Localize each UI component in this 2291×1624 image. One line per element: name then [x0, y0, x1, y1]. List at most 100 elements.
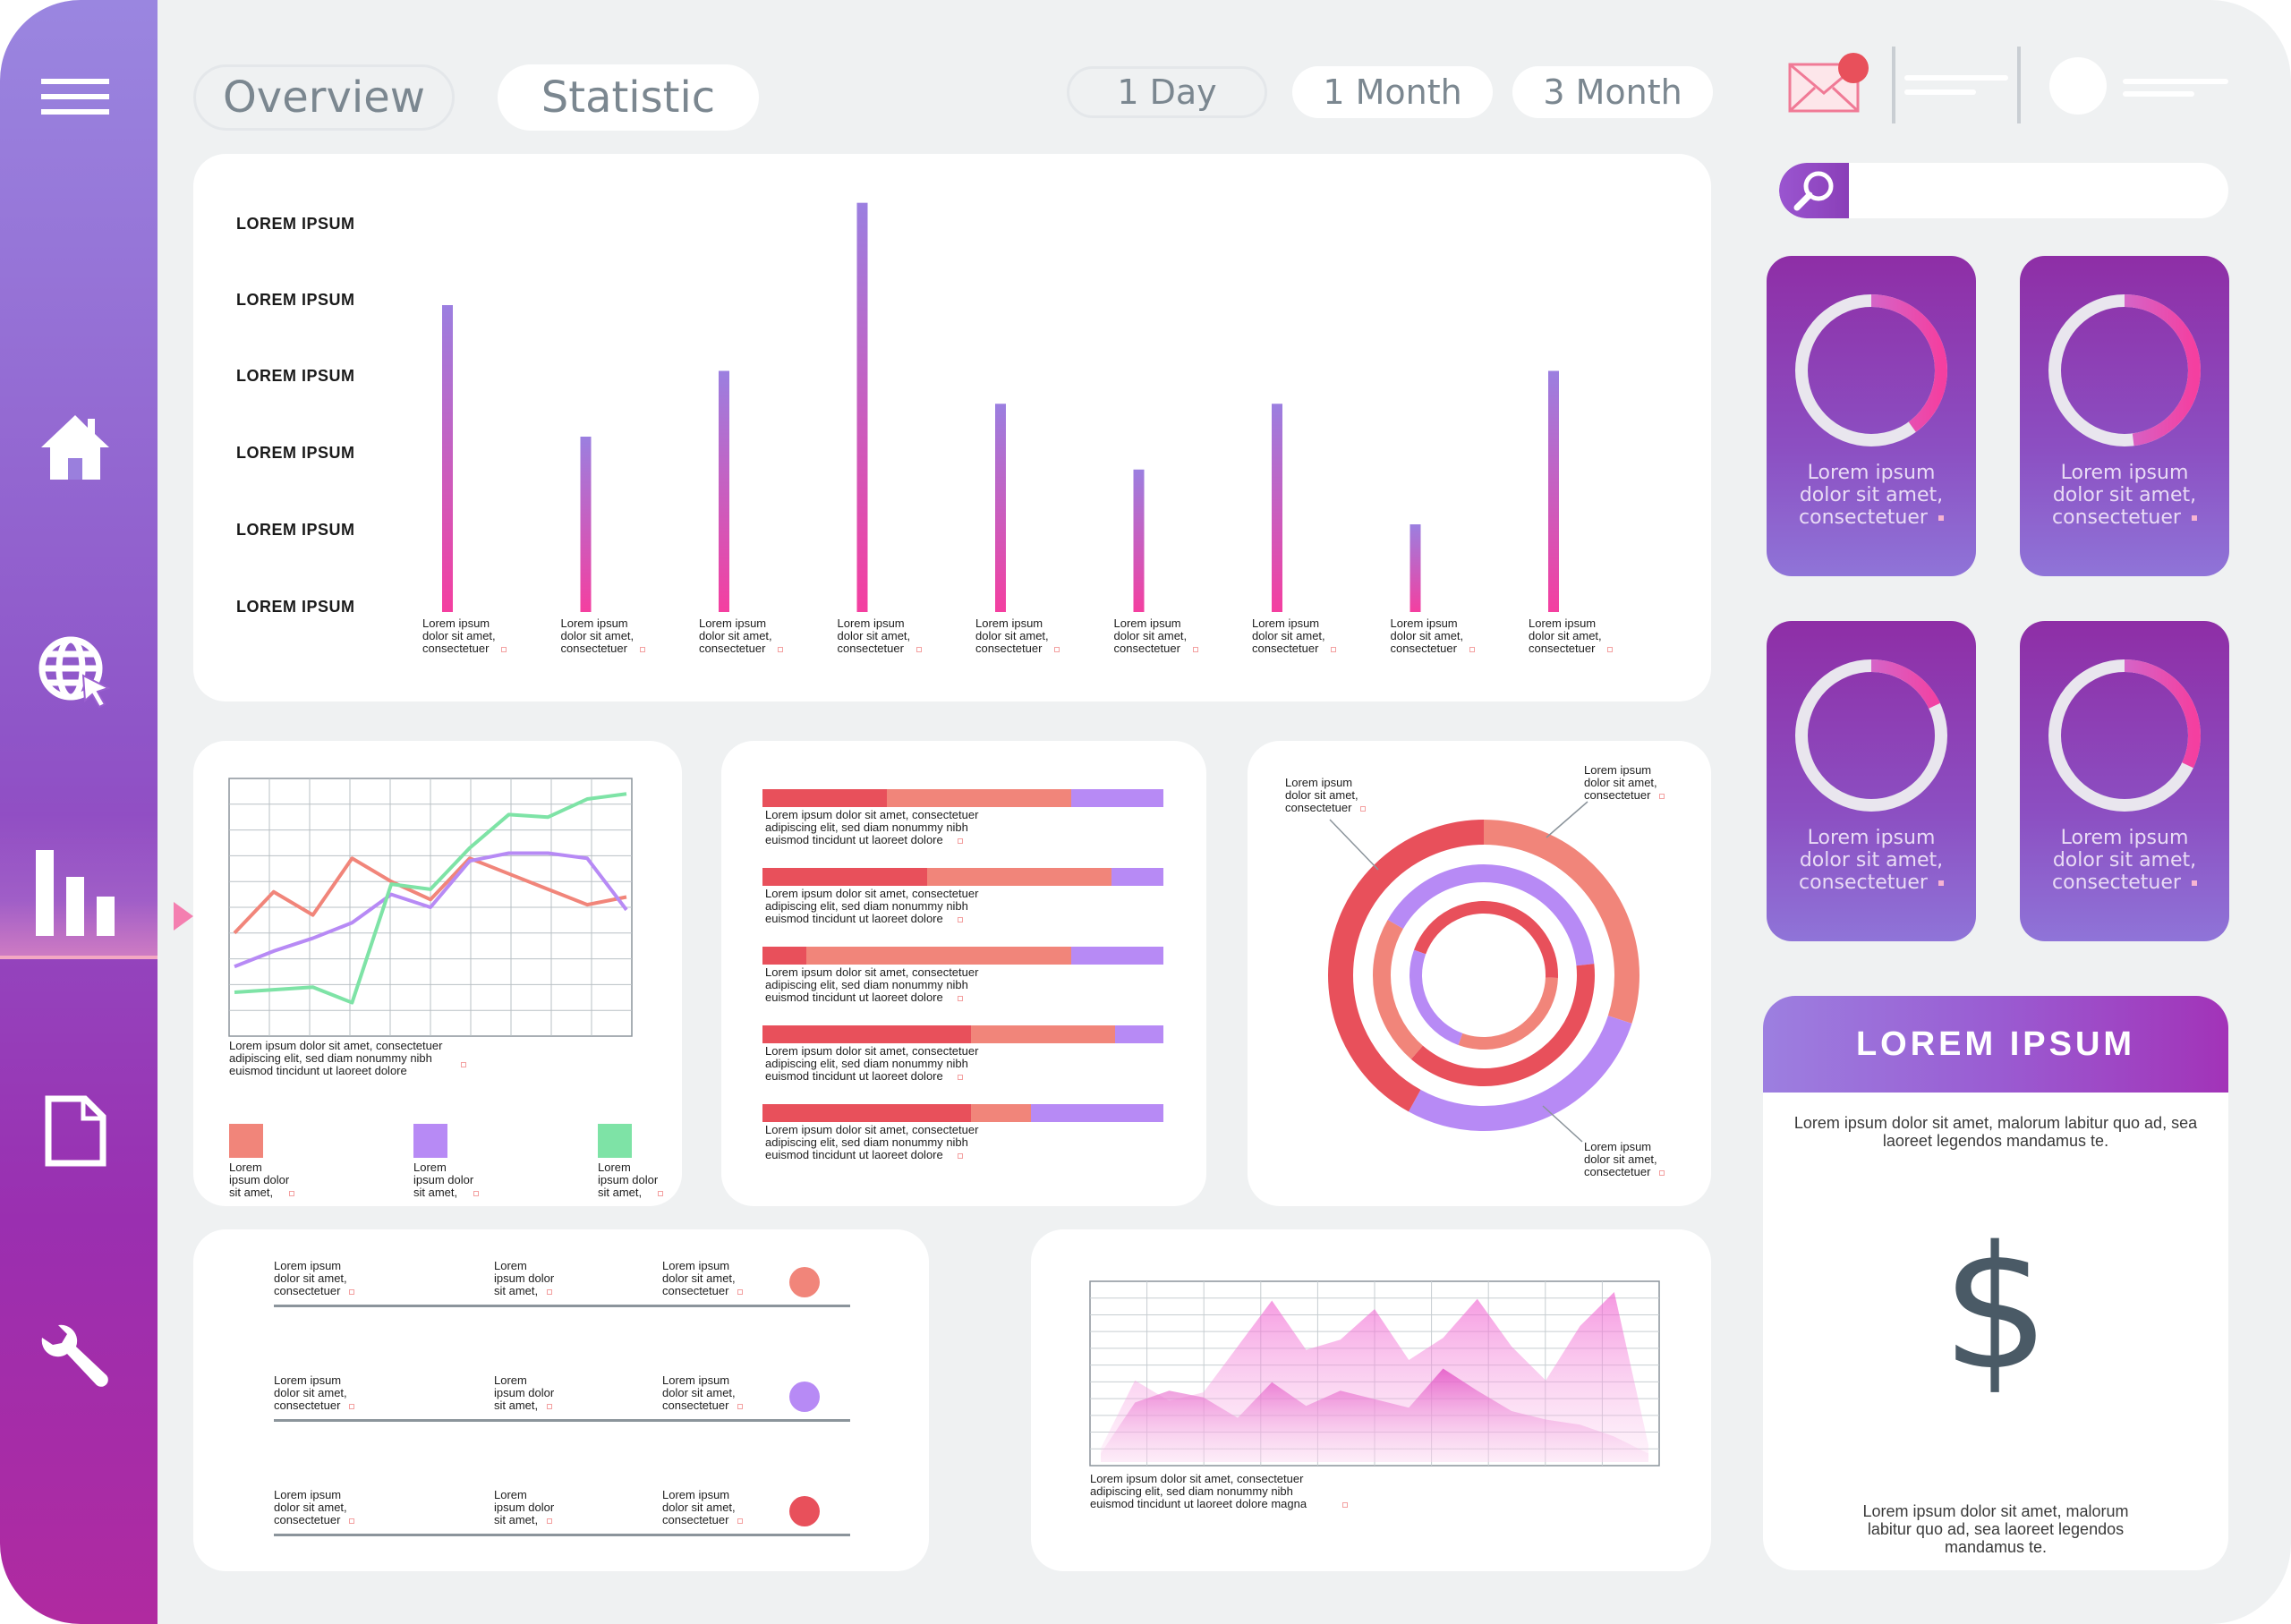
user-name-placeholder: [2123, 79, 2228, 84]
y-axis-label: LOREM IPSUM: [236, 291, 355, 309]
ring-segment: [1328, 820, 1639, 1131]
hbar-segment: [762, 1104, 971, 1122]
range-1-month[interactable]: 1 Month: [1292, 66, 1493, 118]
list-cell: Lorem ipsum dolor sit amet,: [494, 1259, 555, 1297]
ring-chart: [1328, 801, 1639, 1143]
range-1-day[interactable]: 1 Day: [1067, 66, 1267, 118]
hbar-segment: [806, 947, 1071, 965]
legend-text: Lorem ipsum dolor sit amet,: [413, 1161, 480, 1199]
list-cell: Lorem ipsum dolor sit amet, consectetuer: [662, 1489, 744, 1526]
legend-text: Lorem ipsum dolor sit amet,: [598, 1161, 664, 1199]
list-divider: [274, 1419, 850, 1422]
hbar-caption: Lorem ipsum dolor sit amet, consectetuer…: [765, 965, 979, 1004]
progress-arc: [1795, 294, 1947, 446]
ring-segment: [1410, 901, 1558, 1050]
hbar-segment: [762, 789, 887, 807]
bar: [442, 305, 453, 612]
bar: [1133, 469, 1145, 612]
user-name-placeholder: [2123, 91, 2194, 97]
ring-label: Lorem ipsum dolor sit amet, consectetuer: [1584, 1141, 1665, 1178]
bar-chart: [442, 202, 1559, 612]
list-cell: Lorem ipsum dolor sit amet, consectetuer: [274, 1260, 355, 1297]
promo-footer: Lorem ipsum dolor sit amet, malorum labi…: [1862, 1502, 2129, 1556]
y-axis-label: LOREM IPSUM: [236, 215, 355, 233]
search-button[interactable]: [1779, 163, 1849, 218]
ring-segment: [1373, 864, 1595, 1086]
progress-ring: [2048, 659, 2201, 812]
hbar-caption: Lorem ipsum dolor sit amet, consectetuer…: [765, 887, 979, 925]
y-axis-label: LOREM IPSUM: [236, 444, 355, 462]
promo-subtitle: Lorem ipsum dolor sit amet, malorum labi…: [1793, 1114, 2198, 1150]
progress-ring: [1795, 294, 1947, 446]
legend-swatch: [229, 1124, 263, 1158]
bar: [856, 202, 868, 612]
avatar[interactable]: [2049, 57, 2107, 115]
range-3-month[interactable]: 3 Month: [1512, 66, 1713, 118]
bar: [995, 404, 1006, 612]
ring-segment: [1373, 864, 1595, 1086]
list-cell: Lorem ipsum dolor sit amet, consectetuer: [274, 1489, 355, 1526]
bar-caption: Lorem ipsum dolor sit amet, consectetuer: [422, 617, 507, 655]
document-icon[interactable]: [32, 1088, 118, 1174]
bar-caption: Lorem ipsum dolor sit amet, consectetuer: [1529, 617, 1614, 655]
y-axis-label: LOREM IPSUM: [236, 367, 355, 385]
list-divider: [274, 1534, 850, 1536]
header-divider: [2017, 47, 2021, 123]
bar-caption: Lorem ipsum dolor sit amet, consectetuer: [1114, 617, 1198, 655]
ring-segment: [1328, 820, 1639, 1131]
legend-swatch: [598, 1124, 632, 1158]
tab-statistic[interactable]: Statistic: [498, 64, 759, 131]
globe-cursor-icon[interactable]: [32, 628, 118, 714]
stat-card: Lorem ipsum dolor sit amet, consectetuer: [2020, 621, 2229, 941]
hbar-segment: [762, 868, 927, 886]
status-dot: [789, 1267, 820, 1297]
list-cell: Lorem ipsum dolor sit amet,: [494, 1373, 555, 1412]
area-chart-caption: Lorem ipsum dolor sit amet, consectetuer…: [1090, 1473, 1376, 1510]
hbar-segment: [762, 947, 807, 965]
stat-card: Lorem ipsum dolor sit amet, consectetuer: [1767, 621, 1976, 941]
bar-caption: Lorem ipsum dolor sit amet, consectetuer: [699, 617, 784, 655]
list-cell: Lorem ipsum dolor sit amet,: [494, 1488, 555, 1526]
sidebar: [0, 0, 158, 1624]
bar-chart-icon[interactable]: [32, 850, 118, 936]
tab-overview[interactable]: Overview: [193, 64, 455, 131]
bar: [719, 370, 729, 612]
dollar-icon: $: [1941, 1210, 2050, 1407]
bar: [1548, 370, 1559, 612]
bar-caption: Lorem ipsum dolor sit amet, consectetuer: [561, 617, 645, 655]
mail-icon[interactable]: [1786, 52, 1869, 122]
line-series: [233, 856, 627, 935]
legend-text: Lorem ipsum dolor sit amet,: [229, 1161, 295, 1199]
list-cell: Lorem ipsum dolor sit amet, consectetuer: [274, 1374, 355, 1412]
hbar-segment: [886, 789, 1071, 807]
menu-icon[interactable]: [32, 54, 118, 140]
line-chart: [228, 778, 633, 1037]
legend-swatch: [413, 1124, 447, 1158]
bar-caption: Lorem ipsum dolor sit amet, consectetuer: [1391, 617, 1475, 655]
header-divider: [1892, 47, 1895, 123]
stat-card-text: Lorem ipsum dolor sit amet, consectetuer: [1799, 827, 1944, 894]
search-bar[interactable]: [1779, 163, 2228, 218]
hbar-segment: [1070, 789, 1163, 807]
y-axis-label: LOREM IPSUM: [236, 521, 355, 539]
ring-label: Lorem ipsum dolor sit amet, consectetuer: [1285, 777, 1367, 814]
promo-title: LOREM IPSUM: [1763, 996, 2228, 1093]
area-series: [1101, 1368, 1648, 1462]
hbar-segment: [926, 868, 1111, 886]
home-icon[interactable]: [32, 404, 118, 490]
list-divider: [274, 1305, 850, 1307]
bar-caption: Lorem ipsum dolor sit amet, consectetuer: [975, 617, 1060, 655]
hbar-caption: Lorem ipsum dolor sit amet, consectetuer…: [765, 1044, 979, 1083]
progress-ring: [1795, 659, 1947, 812]
wrench-icon[interactable]: [32, 1317, 118, 1403]
header-placeholder-line: [1904, 89, 1976, 95]
sidebar-active-underline: [0, 956, 158, 959]
bar-caption: Lorem ipsum dolor sit amet, consectetuer: [838, 617, 922, 655]
status-dot: [789, 1382, 820, 1412]
stat-card-text: Lorem ipsum dolor sit amet, consectetuer: [2052, 462, 2197, 529]
stat-card: Lorem ipsum dolor sit amet, consectetuer: [1767, 256, 1976, 576]
stat-card-text: Lorem ipsum dolor sit amet, consectetuer: [1799, 462, 1944, 529]
hbar-caption: Lorem ipsum dolor sit amet, consectetuer…: [765, 808, 979, 846]
area-chart: [1089, 1280, 1660, 1467]
